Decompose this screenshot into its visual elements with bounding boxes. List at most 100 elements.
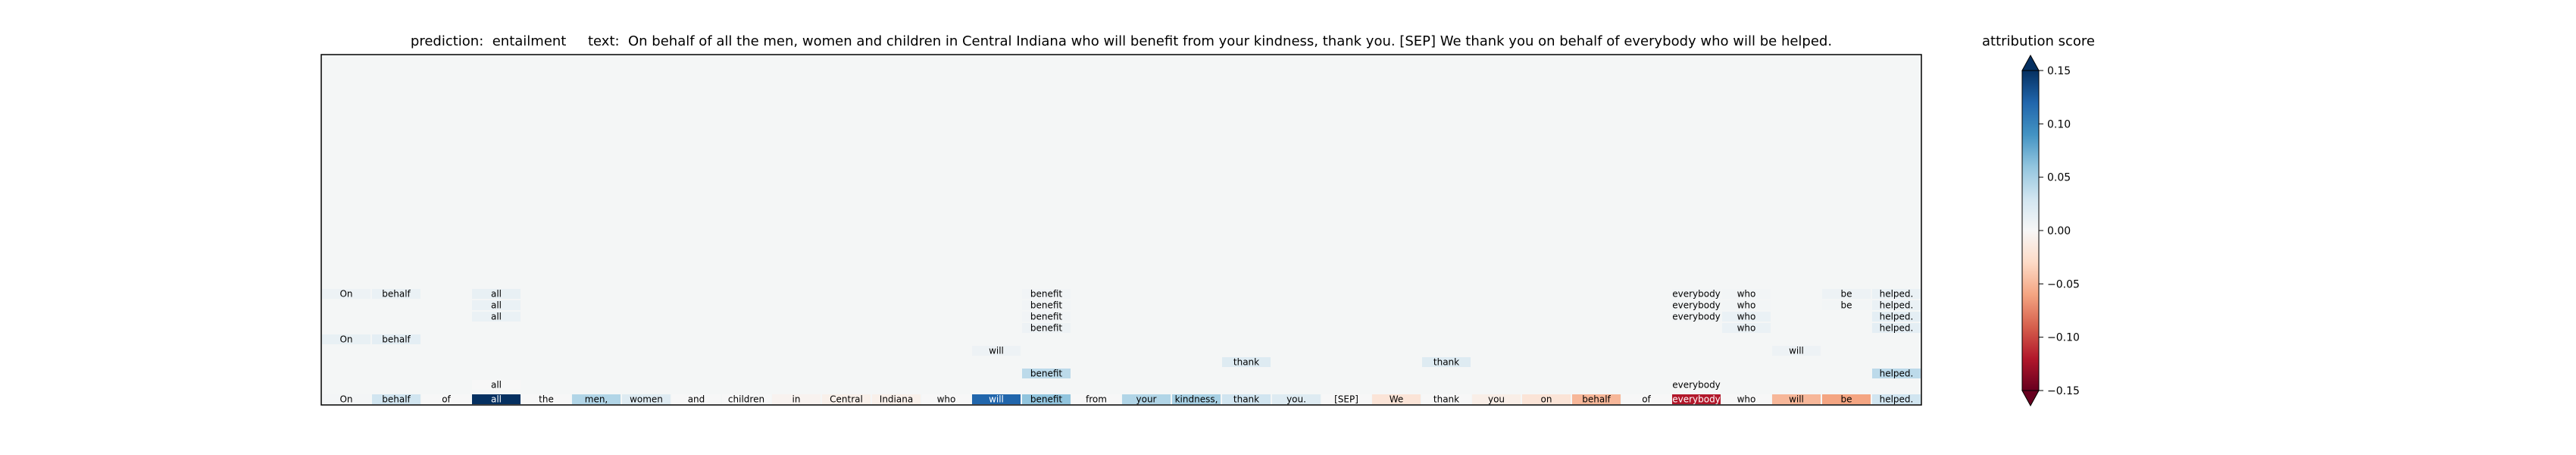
layer-cell bbox=[1672, 380, 1721, 390]
token-cell bbox=[1222, 394, 1271, 404]
token-cell bbox=[622, 394, 671, 404]
colorbar: 0.15 0.10 0.05 0.00 −0.05 −0.10 −0.15 bbox=[2021, 54, 2080, 407]
token-cell bbox=[472, 394, 521, 404]
layer-cell bbox=[1222, 357, 1271, 367]
token-label: behalf bbox=[1582, 394, 1611, 405]
layer-label: everybody bbox=[1672, 289, 1721, 300]
layer-cell bbox=[322, 289, 370, 299]
layer-label: helped. bbox=[1880, 369, 1914, 379]
token-cell bbox=[1322, 394, 1371, 404]
layer-cell bbox=[322, 334, 370, 344]
layer-cell bbox=[1672, 312, 1721, 322]
token-label: men, bbox=[585, 394, 608, 405]
layer-cell bbox=[1822, 289, 1871, 299]
plot-background bbox=[321, 55, 1921, 405]
token-label: in bbox=[792, 394, 801, 405]
layer-label: all bbox=[491, 312, 502, 322]
plot-frame bbox=[320, 54, 1922, 406]
token-cell bbox=[1122, 394, 1171, 404]
colorbar-top-arrow bbox=[2021, 54, 2040, 71]
layer-label: all bbox=[491, 380, 502, 391]
token-cell bbox=[672, 394, 721, 404]
layer-label: everybody bbox=[1672, 300, 1721, 311]
token-label: Indiana bbox=[880, 394, 913, 405]
layer-label: helped. bbox=[1880, 300, 1914, 311]
chart-title: prediction: entailment text: On behalf o… bbox=[410, 33, 1833, 49]
layer-cell bbox=[1872, 369, 1921, 378]
token-label: who bbox=[937, 394, 956, 405]
layer-cell bbox=[472, 312, 521, 322]
layer-label: will bbox=[1789, 346, 1804, 356]
layer-label: who bbox=[1737, 289, 1756, 300]
token-cell bbox=[1622, 394, 1671, 404]
token-label: you bbox=[1488, 394, 1505, 405]
layer-label: all bbox=[491, 289, 502, 300]
layer-label: On bbox=[339, 334, 352, 345]
colorbar-ticks: 0.15 0.10 0.05 0.00 −0.05 −0.10 −0.15 bbox=[2039, 65, 2080, 397]
token-cell bbox=[1722, 394, 1771, 404]
layer-label: behalf bbox=[382, 334, 411, 345]
token-label: everybody bbox=[1672, 394, 1721, 405]
token-label: will bbox=[1789, 394, 1804, 405]
layer-label: everybody bbox=[1672, 312, 1721, 322]
layer-cell bbox=[372, 334, 420, 344]
layer-label: thank bbox=[1433, 357, 1459, 368]
token-cell bbox=[1822, 394, 1871, 404]
layer-cell bbox=[1022, 300, 1071, 310]
token-cell bbox=[922, 394, 971, 404]
layer-label: benefit bbox=[1030, 289, 1063, 300]
token-cell bbox=[1022, 394, 1071, 404]
token-cell bbox=[1422, 394, 1471, 404]
token-cell bbox=[522, 394, 571, 404]
layer-label: benefit bbox=[1030, 369, 1063, 379]
layer-label: who bbox=[1737, 312, 1756, 322]
token-cell bbox=[1472, 394, 1521, 404]
token-label: of bbox=[442, 394, 451, 405]
token-label: helped. bbox=[1880, 394, 1914, 405]
layer-label: benefit bbox=[1030, 323, 1063, 334]
token-label: who bbox=[1737, 394, 1756, 405]
token-label: children bbox=[728, 394, 764, 405]
token-label: We bbox=[1390, 394, 1404, 405]
token-cell bbox=[1672, 394, 1721, 404]
token-cell bbox=[1872, 394, 1921, 404]
token-label: kindness, bbox=[1175, 394, 1218, 405]
layer-cell bbox=[1022, 289, 1071, 299]
token-cell bbox=[972, 394, 1021, 404]
layer-label: be bbox=[1841, 289, 1852, 300]
colorbar-label: attribution score bbox=[1982, 33, 2095, 49]
layer-label: be bbox=[1841, 300, 1852, 311]
token-label: the bbox=[539, 394, 554, 405]
layer-label: will bbox=[989, 346, 1004, 356]
layer-label: helped. bbox=[1880, 289, 1914, 300]
token-cell bbox=[572, 394, 621, 404]
layer-cell bbox=[1422, 357, 1471, 367]
layer-cell bbox=[1672, 289, 1721, 299]
token-label: all bbox=[491, 394, 502, 405]
token-cell bbox=[1572, 394, 1621, 404]
token-cell bbox=[372, 394, 420, 404]
layer-label: who bbox=[1737, 300, 1756, 311]
layer-cell bbox=[372, 289, 420, 299]
token-cell bbox=[1372, 394, 1421, 404]
layer-cell bbox=[1872, 312, 1921, 322]
colorbar-tick-label: −0.15 bbox=[2047, 385, 2080, 397]
layer-label: thank bbox=[1233, 357, 1259, 368]
colorbar-gradient bbox=[2022, 71, 2039, 391]
layer-label: all bbox=[491, 300, 502, 311]
layer-cell bbox=[1822, 300, 1871, 310]
layer-cells: On behalf all benefit everybody who be helped. a… bbox=[322, 289, 1921, 391]
token-label: and bbox=[688, 394, 705, 405]
layer-cell bbox=[1872, 323, 1921, 333]
token-label: thank bbox=[1433, 394, 1459, 405]
layer-cell bbox=[1722, 323, 1771, 333]
layer-cell bbox=[1722, 312, 1771, 322]
layer-label: On bbox=[339, 289, 352, 300]
token-label: be bbox=[1841, 394, 1852, 405]
layer-cell bbox=[1772, 346, 1821, 356]
colorbar-tick-label: −0.10 bbox=[2047, 332, 2080, 344]
token-label: from bbox=[1086, 394, 1107, 405]
layer-cell bbox=[1722, 289, 1771, 299]
token-cell bbox=[1072, 394, 1121, 404]
